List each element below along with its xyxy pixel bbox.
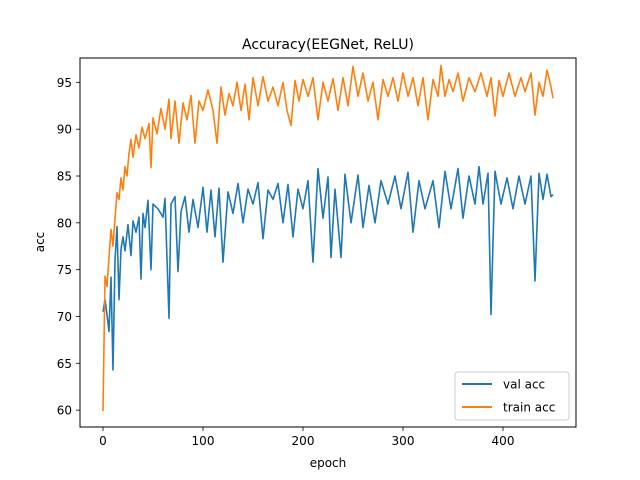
legend: val acc train acc (454, 371, 570, 421)
y-tick-label-80: 80 (57, 216, 72, 230)
legend-label-train-acc: train acc (503, 401, 555, 415)
series-line-val-acc (102, 165, 554, 371)
x-tick-label-0: 0 (99, 434, 107, 448)
y-tick-label-70: 70 (57, 310, 72, 324)
x-tick-label-100: 100 (192, 434, 215, 448)
plot-frame (79, 57, 577, 428)
y-tick-label-75: 75 (57, 263, 72, 277)
y-tick-label-90: 90 (57, 123, 72, 137)
y-tick-label-65: 65 (57, 357, 72, 371)
x-tick-label-400: 400 (492, 434, 515, 448)
x-tick-label-200: 200 (292, 434, 315, 448)
legend-label-val-acc: val acc (503, 378, 545, 392)
y-tick-label-85: 85 (57, 170, 72, 184)
y-tick-label-95: 95 (57, 76, 72, 90)
y-axis: 60 65 70 75 80 85 90 95 (57, 76, 80, 418)
x-tick-label-300: 300 (392, 434, 415, 448)
x-axis-label: epoch (310, 456, 347, 470)
y-axis-label: acc (33, 232, 47, 253)
chart-title: Accuracy(EEGNet, ReLU) (242, 37, 414, 53)
series-layer (102, 64, 554, 412)
y-tick-label-60: 60 (57, 404, 72, 418)
series-line-train-acc (102, 64, 554, 412)
x-axis: 0 100 200 300 400 (99, 427, 514, 448)
